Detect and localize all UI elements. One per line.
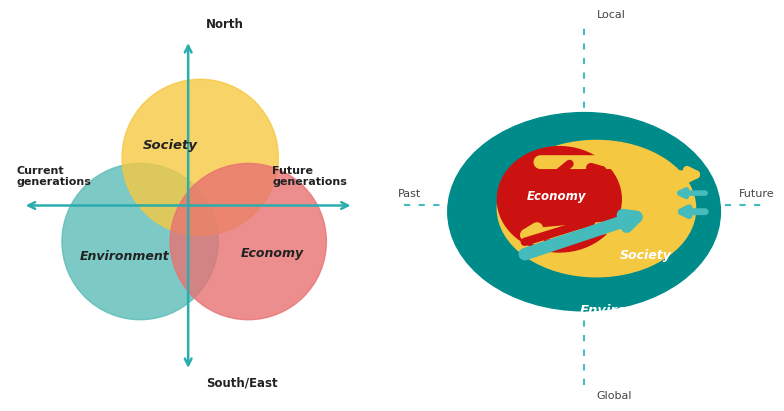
Text: Future
generations: Future generations (272, 166, 347, 187)
Text: South/East: South/East (206, 377, 278, 390)
Text: Current
generations: Current generations (17, 166, 92, 187)
Text: North: North (206, 18, 244, 31)
Text: Economy: Economy (526, 190, 586, 203)
Ellipse shape (497, 141, 695, 277)
Text: Local: Local (597, 9, 626, 20)
Text: Environment: Environment (580, 304, 675, 317)
Circle shape (122, 79, 278, 236)
Text: Environment: Environment (80, 250, 170, 263)
Text: Economy: Economy (241, 247, 304, 260)
Circle shape (170, 164, 326, 320)
Text: Past: Past (398, 189, 422, 199)
Text: Society: Society (143, 139, 198, 152)
Text: Society: Society (620, 249, 672, 261)
Text: Global: Global (597, 391, 632, 402)
Ellipse shape (448, 113, 720, 311)
Ellipse shape (497, 147, 621, 252)
Text: Future: Future (739, 189, 775, 199)
Circle shape (62, 164, 218, 320)
